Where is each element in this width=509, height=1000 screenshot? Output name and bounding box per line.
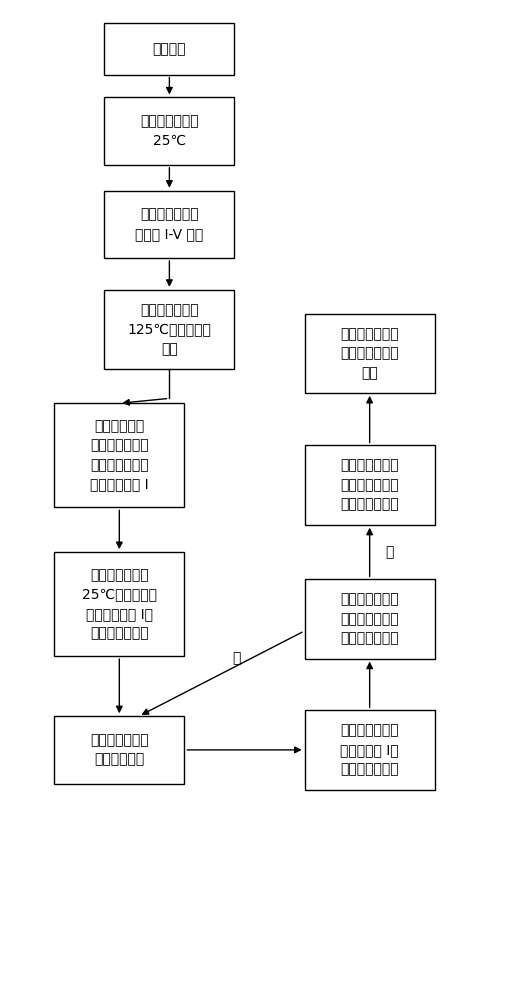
Text: 将等效结温代入
公式计算二极管
热阻: 将等效结温代入 公式计算二极管 热阻 (341, 327, 399, 380)
Bar (104, 290, 235, 369)
Text: 记录此时温箱温
度，即为二极管
稳定时等效结温: 记录此时温箱温 度，即为二极管 稳定时等效结温 (341, 459, 399, 512)
Text: 否: 否 (233, 652, 241, 666)
Text: 二极管压降是否
等于灌直流电流
时二极管上压降: 二极管压降是否 等于灌直流电流 时二极管上压降 (341, 592, 399, 646)
Bar (104, 191, 235, 258)
Bar (104, 97, 235, 165)
Text: 将温箱温度设为
25℃，给二极管
灌一直流电流 I，
测稳定后的压降: 将温箱温度设为 25℃，给二极管 灌一直流电流 I， 测稳定后的压降 (82, 568, 157, 640)
Bar (304, 445, 435, 525)
Bar (54, 716, 184, 784)
Text: 为二极管加一极
短脉冲电流 I，
测量二极管压降: 为二极管加一极 短脉冲电流 I， 测量二极管压降 (341, 723, 399, 776)
Bar (304, 314, 435, 393)
Text: 撤掉直流电流，
改变温箱温度: 撤掉直流电流， 改变温箱温度 (90, 733, 149, 767)
Text: 对比上两步结
果，在压降有明
显变化的前提下
选取最大电流 I: 对比上两步结 果，在压降有明 显变化的前提下 选取最大电流 I (90, 419, 149, 492)
Bar (104, 23, 235, 75)
Bar (304, 579, 435, 659)
Bar (54, 403, 184, 507)
Bar (54, 552, 184, 656)
Bar (304, 710, 435, 790)
Text: 是: 是 (385, 545, 394, 559)
Text: 将温箱温度设为
125℃，重复上一
步骤: 将温箱温度设为 125℃，重复上一 步骤 (127, 303, 211, 356)
Text: 设备连接: 设备连接 (153, 42, 186, 56)
Text: 以脉冲电流，测
二极管 I-V 特性: 以脉冲电流，测 二极管 I-V 特性 (135, 208, 204, 241)
Text: 设置温箱温度为
25℃: 设置温箱温度为 25℃ (140, 114, 199, 148)
